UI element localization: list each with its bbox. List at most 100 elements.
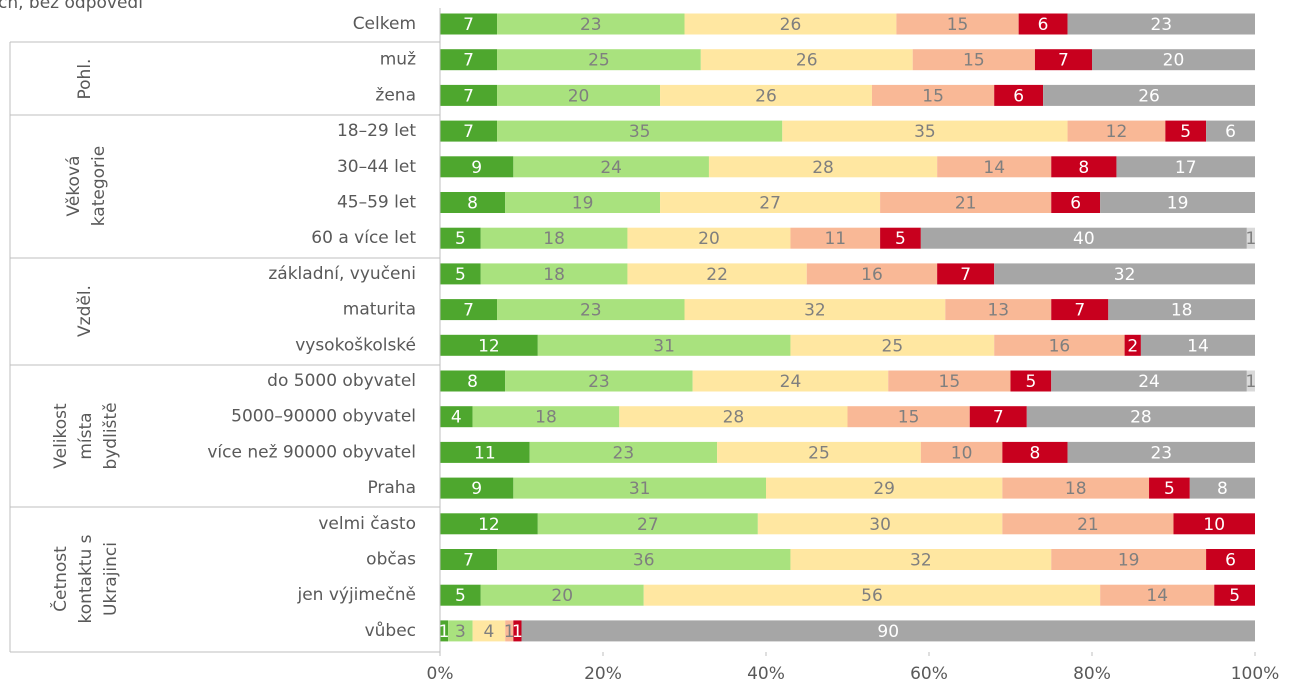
data-label: 23 (588, 372, 610, 392)
bar-segment (1051, 192, 1101, 213)
data-label: 15 (922, 86, 944, 106)
bar-segment (1018, 13, 1068, 35)
data-label: 15 (963, 51, 985, 71)
bar-segment (440, 441, 530, 463)
x-tick-label: 80% (1073, 664, 1111, 684)
data-label: 21 (955, 194, 977, 214)
bar-segment (440, 13, 498, 35)
bar-segment (497, 299, 685, 321)
bar-segment (440, 84, 498, 106)
data-label: 6 (1225, 551, 1236, 571)
data-label: 6 (1038, 15, 1049, 35)
bar-segment (700, 49, 913, 71)
bar-segment (1002, 441, 1068, 463)
category-label: Praha (367, 478, 416, 498)
data-label: 22 (706, 265, 728, 285)
data-label: 23 (580, 301, 602, 321)
data-label: 11 (824, 229, 846, 249)
data-label: 16 (1049, 336, 1071, 356)
bar-segment (1034, 49, 1092, 71)
data-label: 35 (914, 122, 936, 142)
data-label: 3 (455, 622, 466, 642)
data-label: 2 (1127, 336, 1138, 356)
bar-segment (1140, 334, 1255, 356)
data-label: 5 (455, 229, 466, 249)
data-label: 19 (1118, 551, 1140, 571)
category-label: 5000–90000 obyvatel (231, 407, 416, 427)
data-label: 15 (898, 408, 920, 428)
data-label: 12 (478, 515, 500, 535)
bar-segment (684, 299, 946, 321)
data-label: 7 (463, 86, 474, 106)
data-label: 5 (1164, 479, 1175, 499)
bar-segment (790, 334, 995, 356)
data-label: 30 (869, 515, 891, 535)
bar-segment (440, 49, 498, 71)
data-label: 27 (759, 194, 781, 214)
bar-segment (766, 477, 1003, 499)
bar-segment (920, 227, 1247, 249)
bar-segment (440, 263, 481, 285)
data-label: 7 (463, 551, 474, 571)
group-label: místa (76, 412, 96, 459)
bar-segment (1051, 549, 1207, 570)
data-label: 8 (1217, 479, 1228, 499)
bar-segment (537, 513, 758, 535)
data-label: 5 (895, 229, 906, 249)
bar-segment (537, 334, 791, 356)
data-label: 27 (637, 515, 659, 535)
data-label: 25 (588, 51, 610, 71)
bar-segment (1246, 227, 1255, 249)
data-label: 6 (1225, 122, 1236, 142)
bar-segment (790, 549, 1052, 570)
bar-segment (937, 156, 1052, 178)
bar-segment (888, 370, 1011, 392)
bar-segment (440, 620, 449, 642)
category-label: vysokoškolské (295, 335, 416, 355)
bar-segment (1043, 84, 1255, 106)
data-label: 7 (463, 122, 474, 142)
data-label: 20 (568, 86, 590, 106)
data-label: 8 (1078, 158, 1089, 178)
bar-segment (912, 49, 1035, 71)
bar-segment (440, 156, 514, 178)
group-label: Ukrajinci (101, 542, 121, 616)
category-label: základní, vyučeni (268, 264, 416, 284)
data-label: 26 (1138, 86, 1160, 106)
category-label: více než 90000 obyvatel (207, 442, 416, 462)
data-label: 10 (951, 443, 973, 463)
bar-segment (1173, 513, 1255, 535)
bar-segment (529, 441, 718, 463)
category-label: do 5000 obyvatel (267, 371, 416, 391)
data-label: 19 (1167, 194, 1189, 214)
data-label: 7 (960, 265, 971, 285)
bar-segment (660, 84, 872, 106)
group-label: Vzděl. (75, 285, 95, 337)
bar-segment (480, 227, 628, 249)
data-label: 14 (1187, 336, 1209, 356)
data-label: 7 (993, 408, 1004, 428)
group-label: kategorie (89, 146, 109, 226)
data-label: 10 (1203, 515, 1225, 535)
x-tick-label: 20% (584, 664, 622, 684)
data-label: 8 (467, 372, 478, 392)
data-label: 5 (1025, 372, 1036, 392)
bar-segment (497, 120, 783, 142)
bar-segment (440, 299, 498, 321)
bar-segment (440, 192, 506, 213)
category-label: jen výjimečně (296, 585, 416, 605)
data-label: 23 (580, 15, 602, 35)
data-label: 5 (1229, 586, 1240, 606)
data-label: 28 (812, 158, 834, 178)
bar-segment (684, 13, 897, 35)
data-label: 18 (543, 265, 565, 285)
data-label: 1 (504, 622, 515, 642)
bar-segment (440, 370, 506, 392)
data-label: 13 (987, 301, 1009, 321)
bar-segment (1206, 120, 1255, 142)
bar-segment (497, 49, 701, 71)
bar-segment (920, 441, 1003, 463)
bar-segment (440, 549, 498, 570)
bar-segment (513, 477, 766, 499)
data-label: 31 (629, 479, 651, 499)
